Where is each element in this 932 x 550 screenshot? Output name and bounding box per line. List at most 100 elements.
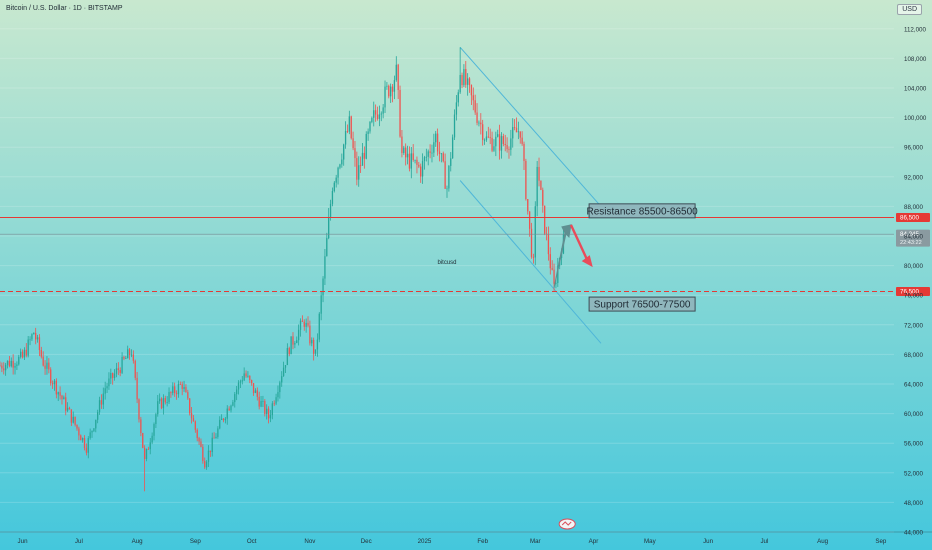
candle-body xyxy=(1,365,3,369)
candle-body xyxy=(450,158,452,166)
candle-body xyxy=(551,268,553,270)
candle-body xyxy=(36,337,39,340)
time-tick-label: Sep xyxy=(875,538,887,545)
time-axis[interactable]: Jun Jul Aug Sep Oct Nov Dec 2025 Feb Mar Apr May Jun… xyxy=(0,531,932,545)
projection-down-leg[interactable] xyxy=(569,224,589,262)
candle-body xyxy=(358,165,360,180)
candle-body xyxy=(243,373,245,381)
currency-button[interactable]: USD xyxy=(897,4,922,15)
descending-channel[interactable] xyxy=(459,46,602,344)
candle-body xyxy=(168,392,170,403)
candle-body xyxy=(20,351,22,357)
candle-body xyxy=(506,145,508,150)
symbol-title: Bitcoin / U.S. Dollar · 1D · BITSTAMP xyxy=(6,5,123,12)
candle-body xyxy=(314,349,317,354)
horizontal-levels[interactable]: 86,500 76,500 84,245 22:43:22 xyxy=(0,213,930,296)
candle-body xyxy=(282,367,285,377)
candle-body xyxy=(382,107,384,114)
candle-body xyxy=(331,191,334,204)
candle-body xyxy=(130,354,133,356)
level-price-tag[interactable] xyxy=(896,213,930,222)
candle-body xyxy=(279,382,281,393)
grid-lines xyxy=(0,28,894,533)
candle-body xyxy=(480,122,482,125)
candle-body xyxy=(399,90,401,137)
resistance-label-box[interactable] xyxy=(588,203,696,219)
candle-body xyxy=(476,112,478,123)
price-tick-label: 68,000 xyxy=(904,352,923,359)
candle-body xyxy=(157,401,159,415)
support-label-box[interactable] xyxy=(588,296,696,312)
candle-body xyxy=(222,418,225,421)
channel-lower-line[interactable] xyxy=(459,180,602,344)
candle-body xyxy=(215,436,217,439)
candle-body xyxy=(162,398,165,409)
annotations[interactable]: Resistance 85500-86500 Support 76500-7750… xyxy=(437,203,698,312)
candle-body xyxy=(145,449,148,459)
channel-upper-line[interactable] xyxy=(459,46,602,207)
candle-body xyxy=(132,354,135,361)
price-tick-label: 96,000 xyxy=(904,145,923,152)
projection-arrows[interactable] xyxy=(553,224,593,288)
candle-body xyxy=(316,339,319,350)
candle-body xyxy=(523,143,525,161)
price-tick-label: 112,000 xyxy=(904,26,926,33)
candle-body xyxy=(544,205,546,234)
level-price-tag[interactable] xyxy=(896,229,930,247)
level-price-tag[interactable] xyxy=(896,287,930,296)
candle-body xyxy=(525,160,527,200)
candle-body xyxy=(483,139,486,141)
candle-body xyxy=(425,156,427,158)
price-axis-background xyxy=(894,0,932,550)
candle-body xyxy=(262,401,264,402)
candle-body xyxy=(53,380,56,385)
candle-body xyxy=(403,147,405,153)
price-tick-label: 84,000 xyxy=(904,234,923,241)
candle-body xyxy=(213,437,215,439)
candle-body xyxy=(440,153,443,155)
candle-body xyxy=(202,446,204,462)
candle-body xyxy=(294,342,296,345)
projection-down-arrowhead[interactable] xyxy=(581,255,593,268)
candle-body xyxy=(557,265,559,283)
time-tick-label: Feb xyxy=(477,538,488,545)
price-axis[interactable]: 44,000 48,000 52,000 56,000 60,000 64,000 68,0… xyxy=(894,0,932,550)
candle-body xyxy=(410,153,412,169)
candle-body xyxy=(151,435,153,443)
candle-body xyxy=(98,400,101,413)
candle-body xyxy=(0,365,1,367)
price-tick-label: 108,000 xyxy=(904,56,927,63)
candle-body xyxy=(297,329,300,341)
time-tick-label: Aug xyxy=(817,538,829,545)
time-tick-label: Jul xyxy=(75,538,83,545)
candle-body xyxy=(254,390,257,393)
candle-body xyxy=(170,392,172,394)
support-label: Support 76500-77500 xyxy=(594,300,691,311)
candle-body xyxy=(512,127,514,139)
price-tick-label: 100,000 xyxy=(904,115,927,122)
candle-body xyxy=(348,116,350,132)
candle-body xyxy=(258,396,260,407)
candle-body xyxy=(350,116,352,139)
candle-body xyxy=(42,356,44,366)
candle-body xyxy=(277,392,279,398)
candle-body xyxy=(292,336,294,345)
candle-body xyxy=(89,432,91,439)
candle-body xyxy=(538,166,540,181)
candle-body xyxy=(337,167,339,178)
candle-body xyxy=(194,421,196,430)
candle-body xyxy=(128,349,131,355)
candle-body xyxy=(207,450,210,462)
candle-body xyxy=(406,153,409,158)
candle-body xyxy=(397,64,399,91)
candle-body xyxy=(374,110,377,115)
time-tick-label: Oct xyxy=(247,538,257,545)
candle-body xyxy=(230,405,232,411)
candle-body xyxy=(391,86,394,92)
candle-body xyxy=(8,360,11,367)
candle-body xyxy=(108,378,110,387)
candle-body xyxy=(68,407,71,410)
candle-body xyxy=(93,428,95,431)
